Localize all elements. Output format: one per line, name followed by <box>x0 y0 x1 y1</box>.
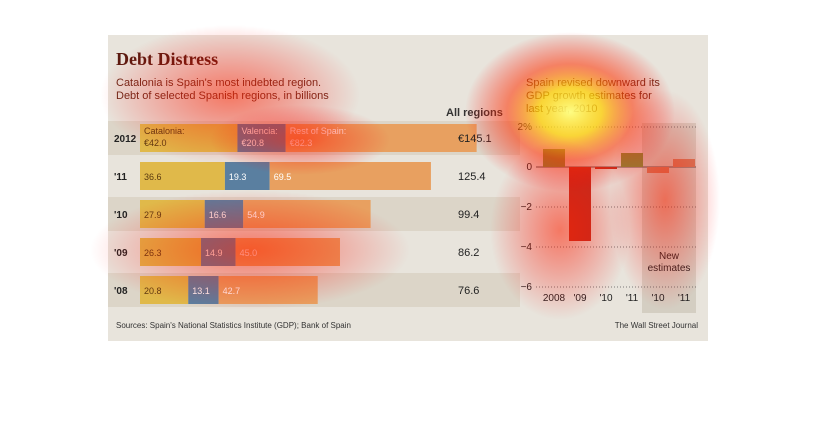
credit-note: The Wall Street Journal <box>614 321 698 330</box>
chart-title: Debt Distress <box>116 49 219 69</box>
bar-segment-rest-of-spain <box>269 162 431 190</box>
new-estimates-label: estimates <box>648 263 691 274</box>
new-estimates-label: New <box>659 251 680 262</box>
gdp-bar <box>543 149 565 167</box>
bar-value-label: 42.7 <box>223 286 241 296</box>
y-tick-label: 0 <box>526 162 532 173</box>
x-tick-label: '09 <box>573 293 586 304</box>
gdp-bar <box>621 153 643 167</box>
gdp-bar <box>595 167 617 169</box>
total-label: 76.6 <box>458 285 479 297</box>
bar-value-label: €20.8 <box>241 138 264 148</box>
category-label: '09 <box>114 248 128 259</box>
bar-value-label: 27.9 <box>144 210 162 220</box>
new-estimates-band <box>642 123 696 313</box>
bar-value-label: 36.6 <box>144 172 162 182</box>
category-label: 2012 <box>114 134 137 145</box>
x-tick-label: 2008 <box>543 293 566 304</box>
y-tick-label: 2% <box>518 122 533 133</box>
total-label: 99.4 <box>458 209 479 221</box>
bar-value-label: 13.1 <box>192 286 210 296</box>
total-label: €145.1 <box>458 133 492 145</box>
category-label: '10 <box>114 210 128 221</box>
subtitle-line-2: Debt of selected Spanish regions, in bil… <box>116 90 329 102</box>
series-name-label: Valencia: <box>241 126 277 136</box>
category-label: '08 <box>114 286 128 297</box>
bar-value-label: 69.5 <box>274 172 292 182</box>
category-label: '11 <box>114 172 127 183</box>
x-tick-label: '11 <box>678 293 691 304</box>
gdp-chart-title: Spain revised downward its GDP growth es… <box>526 77 660 115</box>
chart-panel: 2012 Catalonia: €42.0 Valencia: €20.8 Rest of… <box>108 35 708 341</box>
total-label: 125.4 <box>458 171 486 183</box>
bar-value-label: 19.3 <box>229 172 247 182</box>
source-note: Sources: Spain's National Statistics Ins… <box>116 321 351 330</box>
bar-value-label: 45.0 <box>240 248 258 258</box>
gdp-bar <box>569 167 591 241</box>
y-tick-label: −4 <box>521 242 533 253</box>
bar-value-label: 54.9 <box>247 210 265 220</box>
gdp-bar <box>647 167 669 173</box>
y-tick-label: −2 <box>521 202 533 213</box>
bar-value-label: 16.6 <box>209 210 227 220</box>
bar-value-label: 14.9 <box>205 248 223 258</box>
total-label: 86.2 <box>458 247 479 259</box>
bar-value-label: 26.3 <box>144 248 162 258</box>
x-tick-label: '10 <box>599 293 612 304</box>
subtitle-line-1: Catalonia is Spain's most indebted regio… <box>116 77 322 89</box>
chart-subtitle: Catalonia is Spain's most indebted regio… <box>116 77 416 103</box>
bar-value-label: 20.8 <box>144 286 162 296</box>
x-tick-label: '11 <box>626 293 639 304</box>
y-tick-label: −6 <box>521 282 533 293</box>
bar-value-label: €42.0 <box>144 138 167 148</box>
series-name-label: Catalonia: <box>144 126 185 136</box>
gdp-bar <box>673 159 695 167</box>
series-name-label: Rest of Spain: <box>290 126 347 136</box>
all-regions-header: All regions <box>446 107 503 119</box>
bar-value-label: €82.3 <box>290 138 313 148</box>
x-tick-label: '10 <box>651 293 664 304</box>
